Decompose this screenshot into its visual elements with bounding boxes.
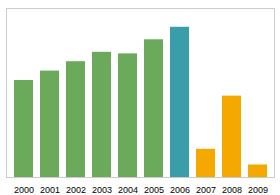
svg-text:2008: 2008 (222, 185, 242, 195)
svg-text:2002: 2002 (66, 185, 86, 195)
svg-text:2007: 2007 (196, 185, 216, 195)
svg-text:2009: 2009 (248, 185, 268, 195)
svg-text:2001: 2001 (40, 185, 60, 195)
svg-text:2004: 2004 (118, 185, 138, 195)
svg-text:2006: 2006 (170, 185, 190, 195)
svg-text:2005: 2005 (144, 185, 164, 195)
svg-text:2003: 2003 (92, 185, 112, 195)
svg-text:2000: 2000 (14, 185, 34, 195)
